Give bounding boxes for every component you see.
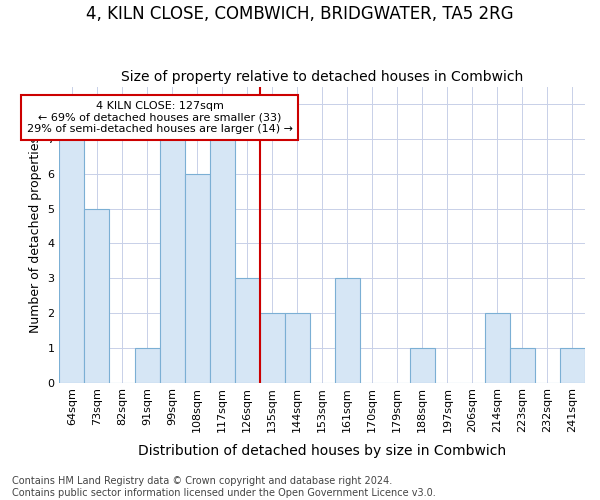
Bar <box>560 348 585 382</box>
Bar <box>260 313 284 382</box>
Bar <box>335 278 360 382</box>
Bar <box>235 278 260 382</box>
X-axis label: Distribution of detached houses by size in Combwich: Distribution of detached houses by size … <box>138 444 506 458</box>
Bar <box>160 139 185 382</box>
Text: 4, KILN CLOSE, COMBWICH, BRIDGWATER, TA5 2RG: 4, KILN CLOSE, COMBWICH, BRIDGWATER, TA5… <box>86 5 514 23</box>
Bar <box>85 208 109 382</box>
Bar <box>485 313 510 382</box>
Title: Size of property relative to detached houses in Combwich: Size of property relative to detached ho… <box>121 70 523 85</box>
Bar <box>209 139 235 382</box>
Bar <box>59 139 85 382</box>
Bar <box>284 313 310 382</box>
Y-axis label: Number of detached properties: Number of detached properties <box>29 136 42 334</box>
Text: Contains HM Land Registry data © Crown copyright and database right 2024.
Contai: Contains HM Land Registry data © Crown c… <box>12 476 436 498</box>
Text: 4 KILN CLOSE: 127sqm
← 69% of detached houses are smaller (33)
29% of semi-detac: 4 KILN CLOSE: 127sqm ← 69% of detached h… <box>26 101 293 134</box>
Bar <box>134 348 160 382</box>
Bar <box>510 348 535 382</box>
Bar <box>185 174 209 382</box>
Bar <box>410 348 435 382</box>
